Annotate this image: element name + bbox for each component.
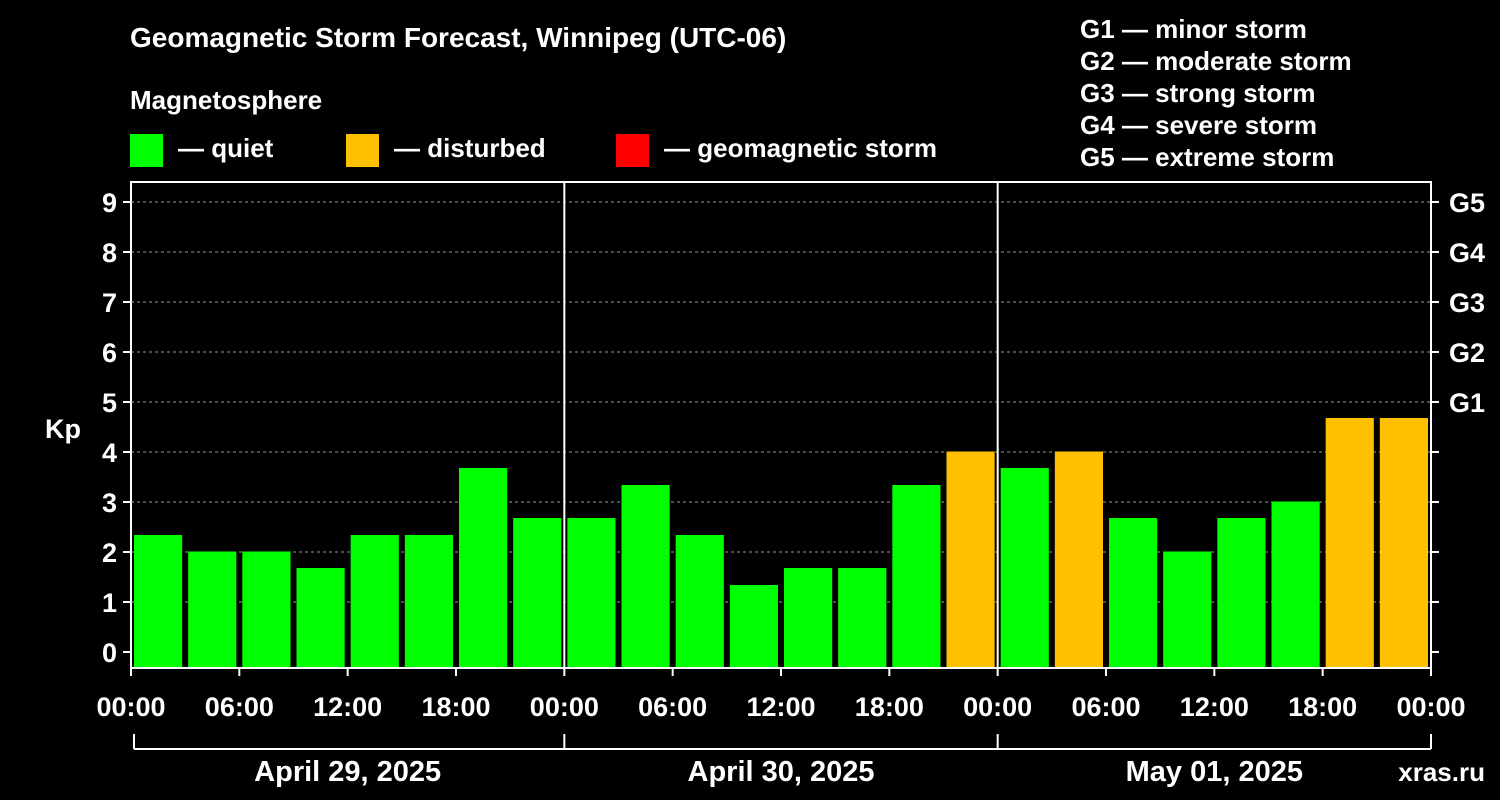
kp-bar (1163, 551, 1212, 668)
storm-scale-g1: G1 — minor storm (1080, 14, 1307, 44)
g-scale-tick-label: G4 (1449, 238, 1485, 268)
kp-bar (188, 551, 237, 668)
kp-bar (838, 568, 887, 668)
legend-swatch-quiet (130, 134, 163, 167)
y-tick-label: 0 (102, 638, 117, 668)
storm-scale-g4: G4 — severe storm (1080, 110, 1318, 140)
kp-bar (621, 485, 670, 668)
x-tick-label: 18:00 (855, 692, 924, 722)
legend-label-storm: — geomagnetic storm (664, 133, 938, 163)
storm-scale-g5: G5 — extreme storm (1080, 142, 1335, 172)
g-scale-tick-label: G1 (1449, 388, 1485, 418)
y-axis-label: Kp (45, 414, 81, 444)
legend-swatch-storm (616, 134, 649, 167)
x-tick-label: 00:00 (530, 692, 599, 722)
storm-scale-g2: G2 — moderate storm (1080, 46, 1352, 76)
y-tick-label: 3 (102, 488, 117, 518)
x-tick-label: 00:00 (963, 692, 1032, 722)
x-tick-label: 00:00 (1396, 692, 1465, 722)
date-label: May 01, 2025 (1126, 756, 1303, 788)
kp-bar (946, 451, 995, 668)
y-tick-label: 8 (102, 238, 117, 268)
kp-bar (459, 468, 508, 668)
kp-bar (350, 535, 399, 668)
kp-bar (567, 518, 616, 668)
g-scale-tick-label: G2 (1449, 338, 1485, 368)
x-tick-label: 12:00 (746, 692, 815, 722)
x-tick-label: 12:00 (1180, 692, 1249, 722)
kp-bar (296, 568, 345, 668)
watermark: xras.ru (1398, 757, 1485, 787)
kp-bar (675, 535, 724, 668)
g-scale-tick-label: G5 (1449, 188, 1485, 218)
kp-bar (134, 535, 183, 668)
legend-swatch-disturbed (346, 134, 379, 167)
chart-title: Geomagnetic Storm Forecast, Winnipeg (UT… (130, 22, 787, 53)
x-tick-label: 12:00 (313, 692, 382, 722)
x-tick-label: 00:00 (96, 692, 165, 722)
x-tick-label: 18:00 (421, 692, 490, 722)
x-tick-label: 18:00 (1288, 692, 1357, 722)
kp-bar (784, 568, 833, 668)
kp-bar (1325, 418, 1374, 668)
y-tick-label: 4 (102, 438, 117, 468)
y-tick-label: 9 (102, 188, 117, 218)
date-label: April 29, 2025 (254, 756, 441, 788)
y-tick-label: 7 (102, 288, 117, 318)
kp-bar (1217, 518, 1266, 668)
y-tick-label: 1 (102, 588, 117, 618)
legend-label-quiet: — quiet (178, 133, 274, 163)
kp-bar (1054, 451, 1103, 668)
kp-bar (729, 585, 778, 668)
kp-bar (404, 535, 453, 668)
magnetosphere-label: Magnetosphere (130, 85, 323, 115)
kp-bar (1000, 468, 1049, 668)
kp-bar (242, 551, 291, 668)
y-tick-label: 6 (102, 338, 117, 368)
x-tick-label: 06:00 (1071, 692, 1140, 722)
kp-bar (1109, 518, 1158, 668)
kp-bar (892, 485, 941, 668)
kp-bar (513, 518, 562, 668)
y-tick-label: 5 (102, 388, 117, 418)
x-tick-label: 06:00 (638, 692, 707, 722)
g-scale-tick-label: G3 (1449, 288, 1485, 318)
x-tick-label: 06:00 (205, 692, 274, 722)
date-label: April 30, 2025 (688, 756, 875, 788)
y-tick-label: 2 (102, 538, 117, 568)
kp-bar (1379, 418, 1428, 668)
legend-label-disturbed: — disturbed (394, 133, 546, 163)
kp-bar (1271, 501, 1320, 668)
storm-scale-g3: G3 — strong storm (1080, 78, 1316, 108)
